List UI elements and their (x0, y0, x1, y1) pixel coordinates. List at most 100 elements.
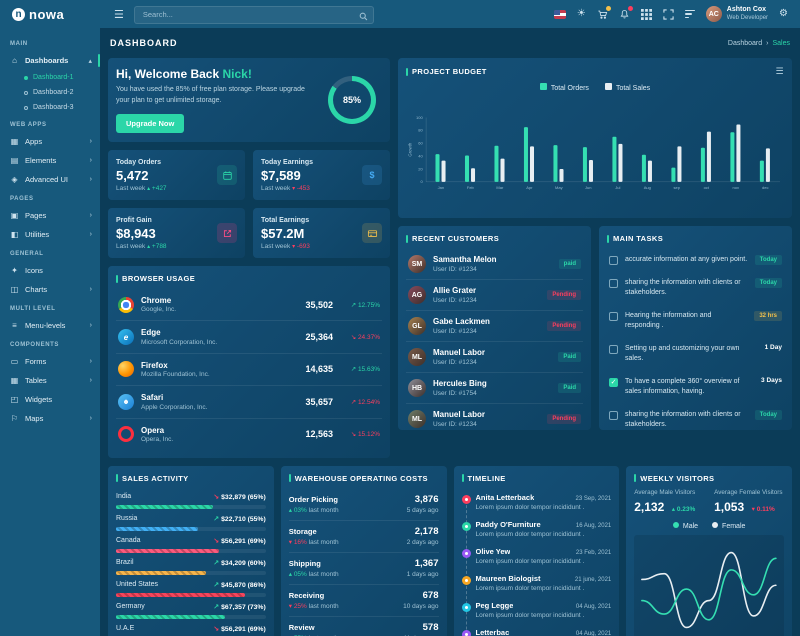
sidebar-item-widgets[interactable]: ◰ Widgets (0, 390, 100, 409)
sidebar-section-header: PAGES (10, 196, 34, 202)
trend-caret-icon: ▴ 55% (289, 635, 307, 636)
fullscreen-icon[interactable] (663, 8, 674, 20)
sidebar-subitem-dashboard-2[interactable]: Dashboard-2 (0, 85, 100, 100)
warehouse-label: Order Picking (288, 494, 338, 504)
stat-card-title: Profit Gain (116, 216, 152, 224)
timeline-item: Paddy O'Furniture 16 Aug, 2021 Lorem ipsum… (461, 516, 612, 543)
timeline-name: Peg Legge (475, 600, 514, 610)
customer-row: HB Hercules Bing User ID: #1754 Paid (406, 372, 583, 403)
warehouse-value: 678 (422, 590, 439, 602)
chevron-right-icon: › (89, 377, 92, 384)
customer-info: Manuel Labor User ID: #1234 (433, 348, 485, 365)
stat-card-delta: +788 (151, 242, 167, 250)
trend-caret-icon: ▾ (292, 185, 296, 192)
browser-change: ↘ 24.37% (350, 334, 380, 342)
svg-text:100: 100 (416, 115, 423, 120)
sidebar-item-apps[interactable]: ▦ Apps › (0, 132, 100, 151)
browser-value: 14,635 (305, 364, 333, 375)
trend-arrow-icon: ↗ (213, 559, 220, 567)
sidebar-item-forms[interactable]: ▭ Forms › (0, 352, 100, 371)
timeline-head: Letterbac 04 Aug, 2021 (476, 628, 612, 636)
task-checkbox[interactable]: ✓ (609, 377, 618, 387)
user-menu[interactable]: AC Ashton Cox Web Developer (705, 6, 768, 22)
sidebar-item-icons[interactable]: ✦ Icons (0, 261, 100, 280)
sidebar-item-label: Menu-levels (25, 321, 66, 330)
browser-value: 25,364 (305, 332, 333, 343)
search-input[interactable] (133, 5, 374, 24)
timeline-name: Letterbac (475, 627, 510, 636)
status-badge: Pending (547, 290, 581, 300)
weekly-visitors-chart: 1234567 (634, 534, 784, 636)
sidebar-item-charts[interactable]: ◫ Charts › (0, 280, 100, 299)
sidebar-item-maps[interactable]: ⚐ Maps › (0, 409, 100, 428)
browser-name: Chrome (141, 296, 172, 305)
stat-card-note: Last week ▴ +427 (116, 184, 167, 192)
timeline-date: 16 Aug, 2021 (575, 522, 612, 529)
timeline-date: 04 Aug, 2021 (575, 603, 612, 610)
sidebar-item-tables[interactable]: ▦ Tables › (0, 371, 100, 390)
notifications-bell-icon[interactable] (619, 5, 633, 20)
bullet-icon (24, 75, 28, 80)
sidebar-subitem-dashboard-3[interactable]: Dashboard-3 (0, 100, 100, 115)
sales-row-brazil: Brazil ↗ $34,209 (60%) (116, 555, 266, 577)
sidebar-item-dashboards[interactable]: ⌂ Dashboards ▴ (0, 51, 100, 70)
warehouse-value: 3,876 (414, 494, 439, 506)
warehouse-ago: 1 days ago (406, 571, 439, 579)
chevron-up-icon: ▴ (88, 57, 92, 65)
settings-gear-icon[interactable]: ⚙ (779, 8, 788, 19)
warehouse-values: 1,367 1 days ago (407, 558, 439, 578)
filter-icon[interactable] (684, 9, 695, 19)
sidebar-item-advanced-ui[interactable]: ◈ Advanced UI › (0, 170, 100, 189)
task-checkbox[interactable] (609, 278, 618, 288)
warehouse-ago: 2 days ago (406, 539, 439, 547)
stat-card-value: $8,943 (116, 225, 156, 241)
top-navbar: n nowa ☰ ☀ (0, 0, 800, 28)
sidebar-item-menu-levels[interactable]: ≡ Menu-levels › (0, 316, 100, 335)
sidebar-subitem-dashboard-1[interactable]: Dashboard-1 (0, 70, 100, 85)
bullet-icon (24, 105, 28, 110)
weekly-visitors-legend: Male Female (634, 521, 784, 530)
avatar: SM (408, 255, 426, 273)
customer-info: Manuel Labor User ID: #1234 (433, 410, 485, 427)
sidebar-item-label: Dashboards (25, 56, 69, 65)
task-checkbox[interactable] (609, 311, 618, 321)
sidebar-item-elements[interactable]: ▤ Elements › (0, 151, 100, 170)
upgrade-now-button[interactable]: Upgrade Now (116, 113, 185, 133)
sidebar-section-header: WEB APPS (10, 122, 47, 128)
svg-text:Apr: Apr (526, 185, 533, 190)
theme-sun-icon[interactable]: ☀ (576, 8, 586, 19)
stat-card-title: Today Earnings (261, 158, 313, 166)
sidebar-item-label: Widgets (25, 395, 53, 404)
svg-text:40: 40 (418, 153, 423, 158)
cart-icon[interactable] (597, 5, 611, 20)
task-checkbox[interactable] (609, 256, 618, 265)
warehouse-values: 2,178 2 days ago (407, 526, 439, 546)
cart-badge (605, 5, 611, 11)
language-flag-icon[interactable] (553, 9, 566, 19)
warehouse-values: 57811 days ago (404, 622, 439, 636)
sidebar-item-pages[interactable]: ▣ Pages › (0, 206, 100, 225)
stat-card-info: Total Earnings $57.2M Last week ▾ -693 (261, 217, 310, 250)
charts-icon: ◫ (10, 285, 19, 294)
task-checkbox[interactable] (609, 410, 618, 420)
sidebar-toggle-icon[interactable]: ☰ (114, 8, 124, 21)
sales-bar-track (116, 592, 266, 597)
search-icon[interactable] (359, 8, 368, 21)
sales-bar (116, 548, 220, 553)
customer-row: AG Allie Grater User ID: #1234 Pending (406, 279, 583, 310)
trend-arrow-icon: ↘ (213, 493, 220, 501)
task-checkbox[interactable] (609, 344, 618, 354)
logo[interactable]: n nowa (0, 7, 100, 22)
sidebar-item-label: Apps (25, 137, 43, 146)
maps-icon: ⚐ (10, 414, 19, 423)
browser-value: 35,502 (305, 299, 333, 310)
breadcrumb-root[interactable]: Dashboard (727, 39, 763, 47)
customer-name: Hercules Bing (433, 379, 487, 389)
card-options-icon[interactable]: ☰ (775, 66, 784, 76)
sidebar-item-utilities[interactable]: ◧ Utilities › (0, 225, 100, 244)
apps-grid-icon[interactable] (640, 8, 652, 20)
sidebar-item-label: Elements (25, 156, 57, 165)
browser-name: Firefox (141, 360, 168, 370)
warehouse-ago: 10 days ago (403, 603, 439, 611)
trend-arrow-icon: ↘ (213, 625, 220, 633)
